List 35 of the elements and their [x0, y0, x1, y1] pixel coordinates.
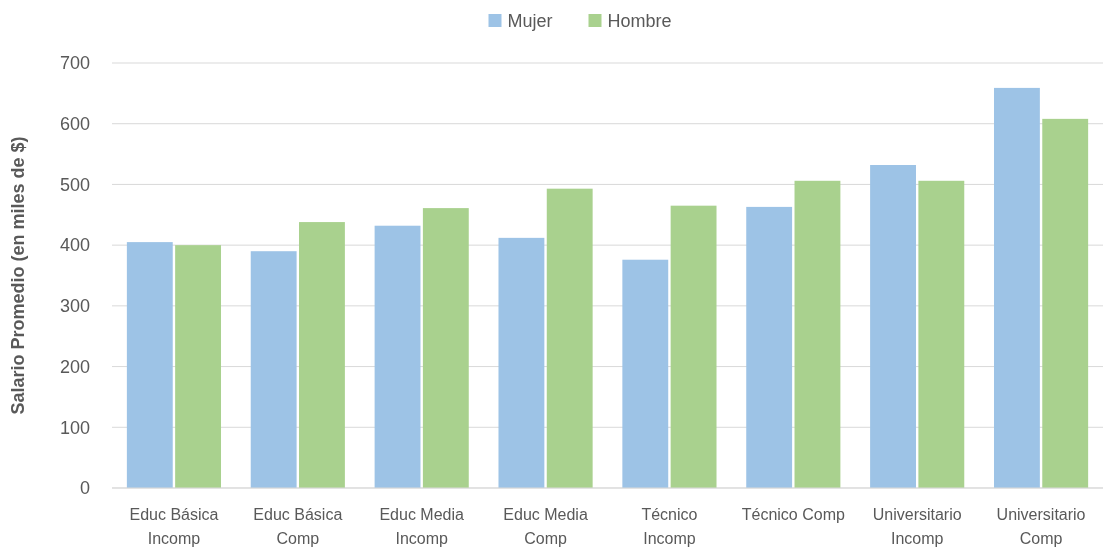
bar — [1042, 118, 1089, 488]
bar — [794, 180, 841, 488]
bar — [746, 206, 793, 488]
y-tick-label: 700 — [59, 53, 90, 74]
bar — [250, 251, 297, 488]
y-tick-label: 100 — [59, 417, 90, 438]
y-tick-label: 600 — [59, 114, 90, 135]
x-tick-label: Educ Básica Comp — [253, 506, 343, 547]
y-tick-label: 200 — [59, 356, 90, 377]
x-tick-label: Educ Media Comp — [503, 506, 588, 547]
bar — [918, 180, 965, 488]
bar — [175, 245, 222, 488]
x-tick-label: Universitario Comp — [996, 506, 1086, 547]
bar — [622, 259, 669, 488]
bar — [993, 87, 1040, 488]
x-tick-label: Educ Básica Incomp — [129, 506, 219, 547]
bar — [498, 237, 545, 488]
bar — [546, 188, 593, 488]
bar — [126, 242, 173, 488]
legend-label: Hombre — [607, 11, 672, 32]
x-tick-label: Universitario Incomp — [872, 506, 962, 547]
legend-label: Mujer — [507, 11, 553, 32]
y-axis-title: Salario Promedio (en miles de $) — [8, 136, 28, 415]
bar — [374, 225, 421, 488]
y-tick-label: 0 — [79, 478, 90, 499]
x-tick-label: Educ Media Incomp — [379, 506, 465, 547]
bar — [299, 222, 345, 488]
y-tick-label: 300 — [59, 296, 90, 317]
y-tick-label: 400 — [59, 235, 90, 256]
x-tick-label: Técnico Incomp — [641, 506, 698, 547]
bar — [422, 208, 469, 488]
bar — [870, 165, 916, 488]
y-tick-label: 500 — [59, 174, 90, 195]
bar — [670, 205, 717, 488]
x-tick-label: Técnico Comp — [741, 506, 845, 523]
